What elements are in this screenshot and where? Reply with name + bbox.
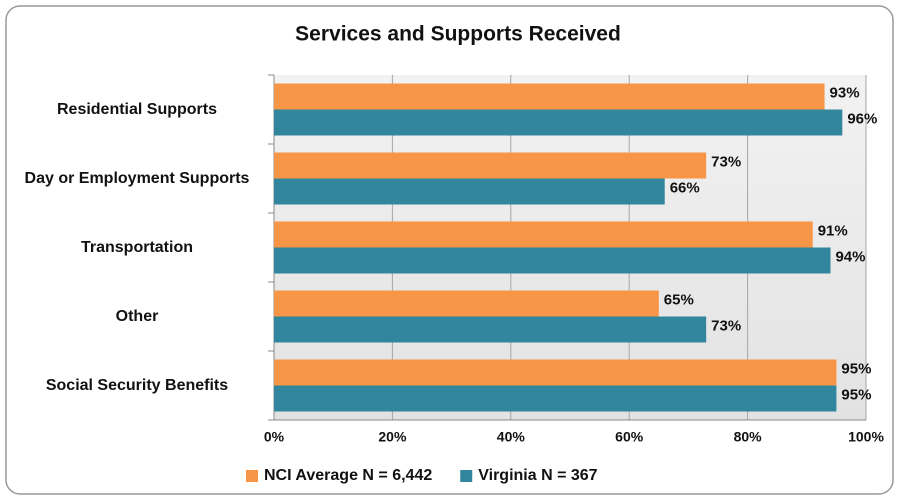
bar: [274, 247, 831, 274]
data-label: 65%: [664, 291, 694, 308]
data-label: 73%: [711, 153, 741, 170]
x-tick-label: 20%: [378, 429, 407, 445]
data-label: 96%: [847, 110, 877, 127]
bar: [274, 221, 813, 248]
data-label: 66%: [670, 179, 700, 196]
y-tick-label: Social Security Benefits: [45, 376, 229, 394]
x-tick-label: 80%: [734, 429, 763, 445]
bar: [274, 290, 659, 317]
data-label: 94%: [835, 248, 865, 265]
data-label: 95%: [841, 360, 871, 377]
x-tick-label: 60%: [615, 429, 644, 445]
y-tick-label: Other: [115, 307, 159, 325]
legend-swatch: [246, 470, 258, 482]
data-label: 93%: [830, 84, 860, 101]
x-tick-label: 40%: [497, 429, 526, 445]
x-tick-label: 100%: [848, 429, 884, 445]
bar: [274, 359, 837, 386]
bar: [274, 316, 707, 343]
bar: [274, 152, 707, 179]
data-label: 73%: [711, 317, 741, 334]
legend-label: NCI Average N = 6,442: [264, 467, 432, 484]
x-tick-label: 0%: [264, 429, 285, 445]
bar: [274, 109, 843, 136]
legend-swatch: [460, 470, 473, 482]
bar: [274, 178, 665, 205]
y-tick-label: Residential Supports: [56, 100, 218, 118]
bar: [274, 385, 837, 412]
data-label: 91%: [818, 222, 848, 239]
y-tick-label: Transportation: [80, 238, 193, 256]
legend-label: Virginia N = 367: [478, 467, 597, 484]
y-tick-label: Day or Employment Supports: [24, 169, 250, 187]
data-label: 95%: [841, 386, 871, 403]
chart-title: Services and Supports Received: [295, 23, 621, 46]
bar: [274, 83, 825, 110]
